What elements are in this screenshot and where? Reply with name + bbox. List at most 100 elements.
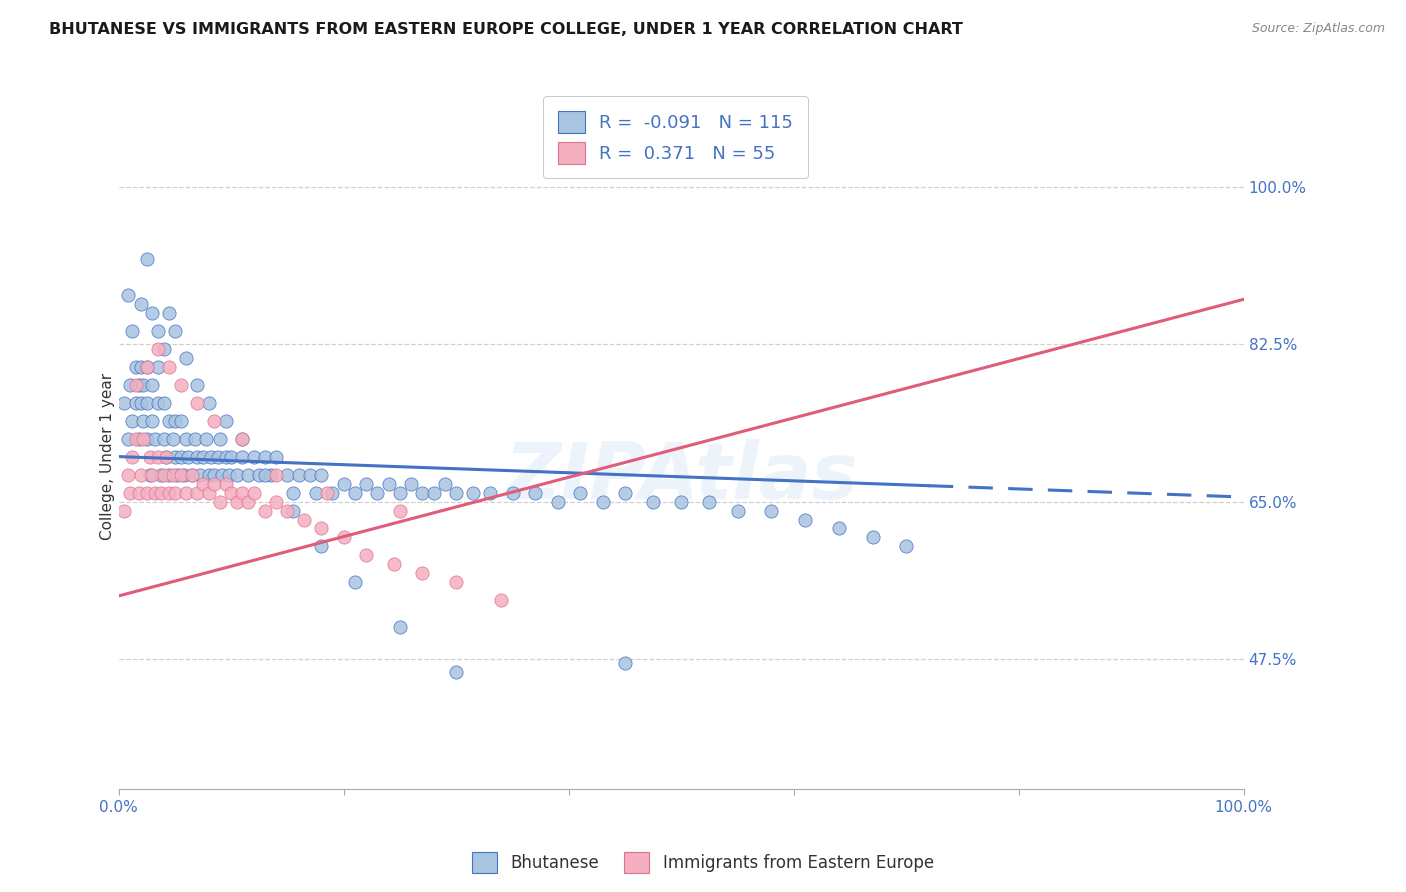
Point — [152, 432, 174, 446]
Point — [479, 485, 502, 500]
Point — [135, 252, 157, 266]
Point — [197, 467, 219, 482]
Point — [177, 450, 200, 464]
Text: ZIPAtlas: ZIPAtlas — [505, 439, 858, 515]
Point — [202, 476, 225, 491]
Point — [388, 503, 411, 517]
Point — [208, 432, 231, 446]
Point — [132, 377, 155, 392]
Point — [896, 540, 918, 554]
Point — [186, 395, 208, 409]
Legend: R =  -0.091   N = 115, R =  0.371   N = 55: R = -0.091 N = 115, R = 0.371 N = 55 — [544, 96, 808, 178]
Point — [382, 558, 405, 572]
Point — [146, 324, 169, 338]
Point — [163, 450, 186, 464]
Point — [208, 494, 231, 508]
Point — [828, 521, 851, 535]
Point — [155, 450, 177, 464]
Point — [129, 467, 152, 482]
Point — [643, 494, 665, 508]
Point — [343, 575, 366, 590]
Point — [207, 450, 229, 464]
Point — [225, 494, 247, 508]
Point — [146, 450, 169, 464]
Point — [253, 503, 276, 517]
Point — [315, 485, 337, 500]
Point — [146, 395, 169, 409]
Point — [214, 450, 236, 464]
Point — [446, 575, 468, 590]
Point — [135, 432, 157, 446]
Point — [152, 342, 174, 356]
Point — [152, 467, 174, 482]
Point — [524, 485, 547, 500]
Point — [794, 512, 817, 526]
Point — [411, 566, 433, 581]
Point — [671, 494, 693, 508]
Point — [174, 485, 197, 500]
Point — [281, 503, 304, 517]
Point — [139, 467, 162, 482]
Point — [219, 485, 242, 500]
Point — [157, 485, 180, 500]
Point — [547, 494, 569, 508]
Point — [117, 287, 139, 301]
Point — [202, 414, 225, 428]
Point — [366, 485, 388, 500]
Point — [124, 432, 146, 446]
Point — [253, 467, 276, 482]
Point — [157, 306, 180, 320]
Point — [197, 485, 219, 500]
Point — [592, 494, 614, 508]
Point — [124, 395, 146, 409]
Point — [129, 395, 152, 409]
Point — [169, 467, 191, 482]
Point — [292, 512, 315, 526]
Point — [188, 467, 211, 482]
Point — [231, 432, 253, 446]
Point — [157, 359, 180, 374]
Point — [141, 377, 163, 392]
Point — [614, 485, 637, 500]
Point — [118, 485, 141, 500]
Point — [191, 476, 214, 491]
Point — [143, 432, 166, 446]
Point — [236, 494, 259, 508]
Text: Source: ZipAtlas.com: Source: ZipAtlas.com — [1251, 22, 1385, 36]
Point — [491, 593, 513, 607]
Point — [152, 395, 174, 409]
Point — [218, 467, 240, 482]
Point — [139, 450, 162, 464]
Point — [195, 432, 218, 446]
Point — [141, 306, 163, 320]
Point — [321, 485, 343, 500]
Point — [132, 432, 155, 446]
Point — [422, 485, 444, 500]
Point — [146, 342, 169, 356]
Point — [129, 297, 152, 311]
Point — [162, 432, 184, 446]
Point — [135, 485, 157, 500]
Point — [264, 450, 287, 464]
Point — [727, 503, 749, 517]
Y-axis label: College, Under 1 year: College, Under 1 year — [100, 373, 115, 541]
Point — [463, 485, 485, 500]
Point — [388, 620, 411, 634]
Point — [128, 485, 150, 500]
Point — [118, 377, 141, 392]
Point — [128, 432, 150, 446]
Point — [388, 485, 411, 500]
Point — [242, 450, 264, 464]
Point — [129, 359, 152, 374]
Point — [124, 377, 146, 392]
Point — [343, 485, 366, 500]
Point — [174, 432, 197, 446]
Point — [184, 432, 207, 446]
Point — [202, 467, 225, 482]
Point — [332, 531, 354, 545]
Point — [259, 467, 281, 482]
Point — [112, 395, 135, 409]
Point — [276, 467, 298, 482]
Point — [309, 521, 332, 535]
Point — [150, 485, 173, 500]
